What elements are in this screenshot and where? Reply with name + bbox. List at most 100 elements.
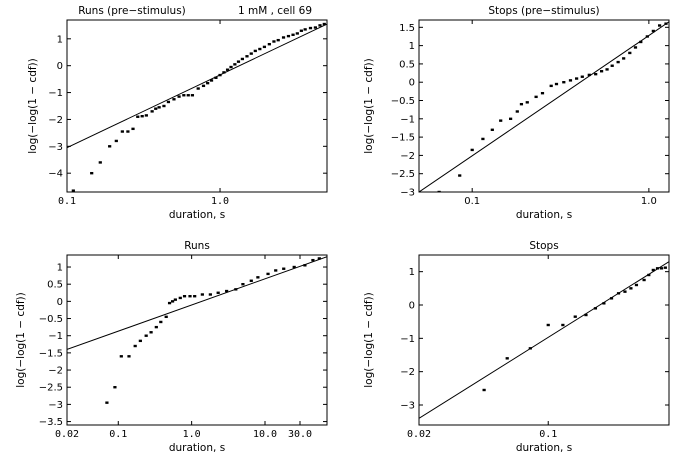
chart-title: Runs [184,240,210,252]
data-point [561,323,565,327]
data-point [159,320,163,324]
data-point [308,26,313,30]
data-point [193,295,197,298]
data-point [311,258,315,262]
data-point [322,22,326,26]
data-point [647,273,651,277]
data-point [218,73,222,77]
data-point [249,279,253,282]
data-point [127,355,131,358]
data-point [628,51,632,55]
y-tick-label: −0.5 [391,96,415,107]
x-axis-label: duration, s [169,442,225,454]
data-point [167,301,172,305]
data-point [208,293,212,296]
y-tick-label: −1.5 [39,348,63,359]
data-point [437,190,441,192]
data-point [609,297,614,300]
data-point [622,57,626,60]
data-point [602,302,606,305]
x-tick-label: 0.1 [464,196,480,207]
data-point [282,267,286,270]
data-point [651,29,655,33]
data-point [262,45,267,49]
data-point [214,76,218,79]
data-point [663,266,667,269]
chart-panel-4: Stops 0.02 0.1 −3 −2 −1 0 1 duration, s log(−log(… [363,240,670,454]
data-point [525,101,529,104]
data-point [177,95,181,98]
y-tick-label: −0.5 [39,314,63,325]
data-point [140,115,144,118]
y-tick-label: 1 [57,34,63,45]
plot-area [67,22,327,192]
fit-line [419,21,669,192]
data-point [144,334,148,337]
chart-panel-1: Runs (pre−stimulus) 0.1 1.0 −4 −3 −2 −1 0 1 durat… [27,5,328,221]
data-point [580,75,584,78]
data-point [136,115,140,118]
y-tick-label: −1 [48,331,63,342]
y-axis-label: log(−log(1 − cdf)) [15,292,27,387]
y-tick-label: 1 [57,263,63,274]
data-point [645,35,649,38]
y-tick-label: −3 [48,400,63,411]
data-point [313,26,318,29]
y-tick-label: 1 [409,267,415,278]
x-axis-label: duration, s [169,209,225,221]
x-tick-label: 0.1 [58,196,76,207]
data-point [490,128,494,131]
data-point [216,291,220,294]
y-axis-label: log(−log(1 − cdf)) [363,292,375,387]
data-point [98,161,102,164]
data-point [119,355,123,358]
chart-title: Runs (pre−stimulus) [78,5,186,17]
data-point [225,289,229,293]
data-point [276,38,280,42]
x-tick-label: 0.1 [539,429,557,440]
data-point [256,276,260,279]
chart-title: Stops (pre−stimulus) [488,5,599,17]
data-point [593,307,598,310]
data-point [633,46,638,49]
data-point [642,278,646,282]
data-point [138,339,142,343]
data-point [281,36,286,39]
data-point [587,73,591,77]
y-tick-label: −2 [48,115,63,126]
data-point [317,257,321,260]
data-point [554,82,559,86]
chart-title: Stops [529,240,558,252]
x-tick-label: 1.0 [183,429,201,440]
y-tick-label: −2.5 [39,383,63,394]
y-tick-label: 0 [57,297,63,308]
x-tick-label: 1.0 [211,196,229,207]
plot-frame [418,254,670,426]
data-point [286,34,291,38]
data-point [272,40,276,43]
chart-panel-3: Runs 0.02 0.1 1.0 10.0 30.0 −3.5 −3 −2.5 −2 −1.5 −1… [15,240,328,454]
x-axis-label: duration, s [516,209,572,221]
x-tick-label: 10.0 [253,429,277,440]
data-point [651,268,655,272]
data-point [144,114,148,117]
data-point [594,72,598,76]
y-tick-label: −4 [48,169,63,180]
data-point [233,63,237,66]
y-tick-label: −3 [48,142,63,153]
y-tick-label: −3 [400,188,415,199]
fit-line [419,261,669,419]
data-point [629,287,633,290]
data-point [299,29,303,32]
data-point [659,267,664,270]
figure-header-note: 1 mM , cell 69 [238,5,312,17]
data-point [562,81,566,84]
data-point [616,292,621,295]
plot-frame [418,19,670,193]
data-point [173,298,177,301]
y-tick-label: −3.5 [39,417,63,428]
plot-frame [66,19,328,193]
data-point [150,110,154,113]
data-point [623,290,627,293]
